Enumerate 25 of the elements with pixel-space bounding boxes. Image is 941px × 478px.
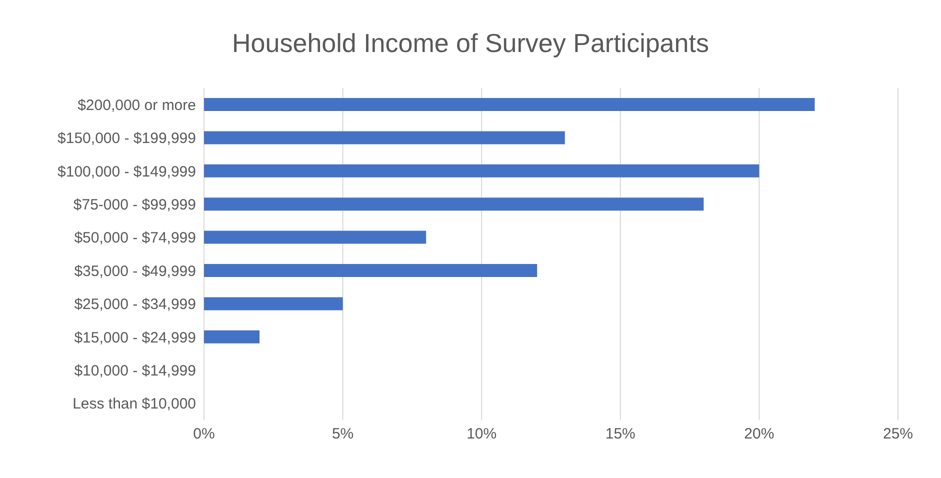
bar — [204, 297, 343, 310]
y-tick-label: $50,000 - $74,999 — [74, 230, 196, 247]
bar — [204, 330, 260, 344]
y-tick-label: Less than $10,000 — [72, 396, 196, 413]
y-tick-label: $25,000 - $34,999 — [74, 296, 196, 314]
bar — [204, 230, 426, 244]
x-tick-label: 25% — [882, 426, 914, 443]
y-tick-label: $35,000 - $49,999 — [74, 262, 196, 280]
y-tick-label: $200,000 or more — [78, 96, 196, 114]
x-tick-label: 5% — [332, 426, 354, 443]
bar — [204, 131, 565, 144]
bar — [204, 264, 538, 277]
chart-title: Household Income of Survey Participants — [231, 27, 710, 60]
x-tick-label: 20% — [744, 426, 774, 443]
bar — [204, 164, 760, 178]
x-tick-label: 10% — [466, 426, 497, 443]
bar — [204, 98, 815, 111]
x-tick-label: 15% — [605, 426, 636, 443]
y-tick-label: $150,000 - $199,999 — [58, 130, 196, 148]
y-tick-label: $100,000 - $149,999 — [58, 163, 196, 180]
y-tick-label: $15,000 - $24,999 — [74, 329, 196, 346]
x-tick-label: 0% — [193, 426, 215, 443]
y-tick-label: $75-000 - $99,999 — [73, 196, 196, 214]
bar — [204, 198, 704, 211]
y-tick-label: $10,000 - $14,999 — [74, 362, 196, 380]
